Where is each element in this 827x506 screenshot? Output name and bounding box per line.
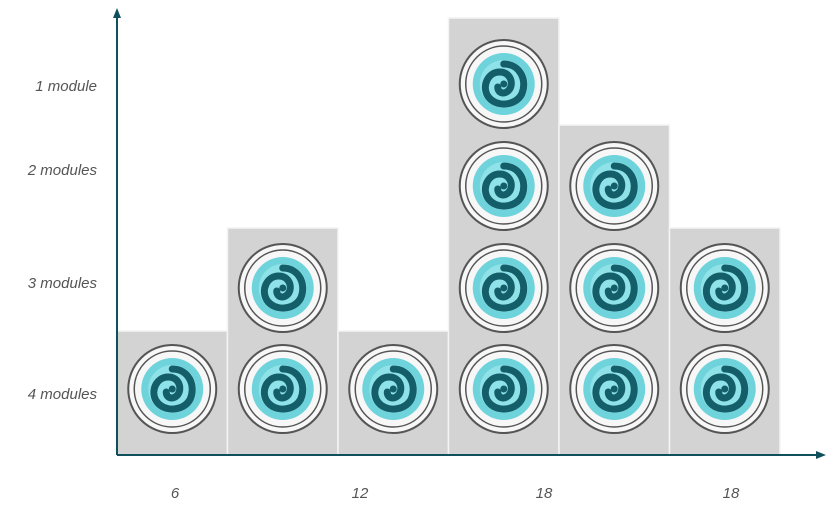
column-label-6: 6: [171, 485, 180, 502]
swirl-icon: [460, 142, 548, 230]
swirl-icon: [460, 244, 548, 332]
row-label-3-modules: 3 modules: [28, 275, 98, 292]
x-axis-arrowhead: [816, 451, 826, 459]
swirl-icon: [681, 244, 769, 332]
swirl-icon: [239, 345, 327, 433]
swirl-icon: [681, 345, 769, 433]
swirl-icon: [128, 345, 216, 433]
swirl-icon: [349, 345, 437, 433]
swirl-icon: [460, 40, 548, 128]
row-label-4-modules: 4 modules: [28, 386, 98, 403]
y-axis-arrowhead: [113, 8, 121, 18]
column-label-12: 12: [352, 485, 369, 502]
swirl-icon: [570, 244, 658, 332]
column-label-18-second: 18: [723, 485, 740, 502]
swirl-icon: [570, 142, 658, 230]
swirl-icon: [460, 345, 548, 433]
column-label-18-first: 18: [536, 485, 553, 502]
swirl-icon: [239, 244, 327, 332]
row-label-2-modules: 2 modules: [27, 162, 98, 179]
row-label-1-module: 1 module: [35, 78, 97, 95]
swirl-icon: [570, 345, 658, 433]
